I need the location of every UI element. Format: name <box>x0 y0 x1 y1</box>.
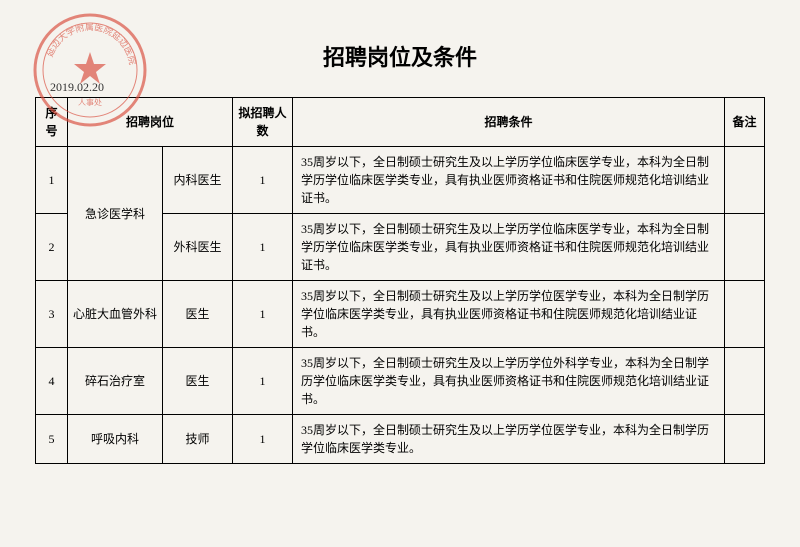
table-row: 4 碎石治疗室 医生 1 35周岁以下，全日制硕士研究生及以上学历学位外科学专业… <box>36 348 765 415</box>
table-row: 1 急诊医学科 内科医生 1 35周岁以下，全日制硕士研究生及以上学历学位临床医… <box>36 147 765 214</box>
header-note: 备注 <box>725 98 765 147</box>
cell-dept: 心脏大血管外科 <box>68 281 163 348</box>
cell-dept: 碎石治疗室 <box>68 348 163 415</box>
cell-requirement: 35周岁以下，全日制硕士研究生及以上学历学位临床医学专业，本科为全日制学历学位临… <box>293 147 725 214</box>
cell-index: 1 <box>36 147 68 214</box>
cell-note <box>725 348 765 415</box>
cell-position: 医生 <box>163 348 233 415</box>
recruitment-table: 序号 招聘岗位 拟招聘人数 招聘条件 备注 1 急诊医学科 内科医生 1 35周… <box>35 97 765 464</box>
header-index: 序号 <box>36 98 68 147</box>
table-header-row: 序号 招聘岗位 拟招聘人数 招聘条件 备注 <box>36 98 765 147</box>
header-count: 拟招聘人数 <box>233 98 293 147</box>
header-requirement: 招聘条件 <box>293 98 725 147</box>
cell-index: 4 <box>36 348 68 415</box>
cell-index: 5 <box>36 415 68 464</box>
header-position: 招聘岗位 <box>68 98 233 147</box>
cell-position: 内科医生 <box>163 147 233 214</box>
cell-requirement: 35周岁以下，全日制硕士研究生及以上学历学位医学专业，本科为全日制学历学位临床医… <box>293 415 725 464</box>
cell-dept: 呼吸内科 <box>68 415 163 464</box>
cell-count: 1 <box>233 214 293 281</box>
cell-index: 2 <box>36 214 68 281</box>
document-date: 2019.02.20 <box>50 80 104 95</box>
cell-count: 1 <box>233 281 293 348</box>
cell-requirement: 35周岁以下，全日制硕士研究生及以上学历学位临床医学专业，本科为全日制学历学位临… <box>293 214 725 281</box>
page-title: 招聘岗位及条件 <box>0 0 800 97</box>
cell-note <box>725 147 765 214</box>
table-row: 3 心脏大血管外科 医生 1 35周岁以下，全日制硕士研究生及以上学历学位医学专… <box>36 281 765 348</box>
cell-note <box>725 415 765 464</box>
recruitment-table-container: 序号 招聘岗位 拟招聘人数 招聘条件 备注 1 急诊医学科 内科医生 1 35周… <box>0 97 800 464</box>
cell-note <box>725 281 765 348</box>
cell-position: 医生 <box>163 281 233 348</box>
cell-count: 1 <box>233 147 293 214</box>
cell-position: 外科医生 <box>163 214 233 281</box>
cell-position: 技师 <box>163 415 233 464</box>
cell-count: 1 <box>233 415 293 464</box>
cell-requirement: 35周岁以下，全日制硕士研究生及以上学历学位外科学专业，本科为全日制学历学位临床… <box>293 348 725 415</box>
cell-requirement: 35周岁以下，全日制硕士研究生及以上学历学位医学专业，本科为全日制学历学位临床医… <box>293 281 725 348</box>
cell-count: 1 <box>233 348 293 415</box>
cell-index: 3 <box>36 281 68 348</box>
cell-dept: 急诊医学科 <box>68 147 163 281</box>
table-row: 5 呼吸内科 技师 1 35周岁以下，全日制硕士研究生及以上学历学位医学专业，本… <box>36 415 765 464</box>
cell-note <box>725 214 765 281</box>
